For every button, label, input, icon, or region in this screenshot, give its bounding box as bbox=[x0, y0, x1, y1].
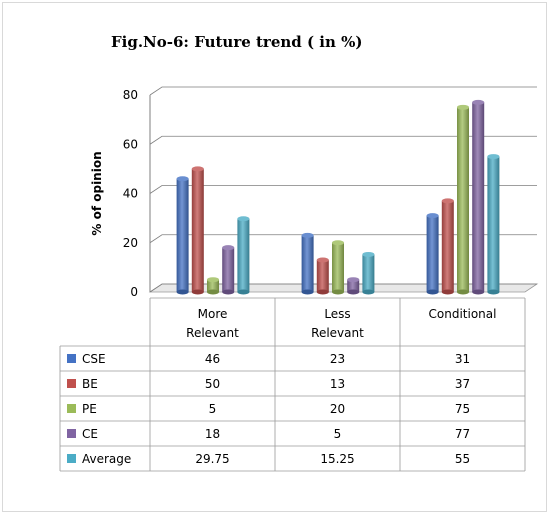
data-label: 29.75 bbox=[195, 452, 229, 466]
category-label: Relevant bbox=[311, 326, 364, 340]
bar bbox=[237, 216, 250, 295]
data-label: 5 bbox=[334, 427, 342, 441]
data-label: 75 bbox=[455, 402, 470, 416]
bar bbox=[362, 251, 375, 295]
data-label: 5 bbox=[209, 402, 217, 416]
legend-swatch bbox=[67, 454, 76, 463]
data-label: 23 bbox=[330, 352, 345, 366]
y-tick-label: 80 bbox=[123, 88, 138, 102]
data-label: 50 bbox=[205, 377, 220, 391]
gridline bbox=[149, 283, 537, 293]
data-label: 46 bbox=[205, 352, 220, 366]
data-label: 55 bbox=[455, 452, 470, 466]
bar bbox=[316, 257, 329, 295]
bar bbox=[347, 277, 360, 295]
gridline bbox=[149, 86, 537, 96]
data-label: 13 bbox=[330, 377, 345, 391]
bar bbox=[176, 176, 189, 295]
bar bbox=[457, 104, 469, 295]
data-label: 15.25 bbox=[320, 452, 354, 466]
gridline bbox=[149, 185, 537, 194]
legend-swatch bbox=[67, 354, 76, 363]
bar bbox=[426, 213, 439, 295]
bar bbox=[301, 232, 314, 295]
bar bbox=[191, 166, 204, 295]
category-label: Conditional bbox=[429, 307, 497, 321]
legend-swatch bbox=[67, 379, 76, 388]
category-label: Relevant bbox=[186, 326, 239, 340]
data-label: 77 bbox=[455, 427, 470, 441]
gridline bbox=[149, 135, 537, 145]
y-tick-label: 20 bbox=[123, 236, 138, 250]
bar bbox=[332, 240, 344, 295]
y-tick-label: 60 bbox=[123, 137, 138, 151]
legend-swatch bbox=[67, 429, 76, 438]
legend-label: CE bbox=[82, 427, 98, 441]
bar bbox=[487, 154, 500, 295]
legend-label: PE bbox=[82, 402, 97, 416]
data-label: 20 bbox=[330, 402, 345, 416]
bar bbox=[441, 198, 454, 295]
y-axis-title: % of opinion bbox=[90, 151, 104, 235]
legend-label: BE bbox=[82, 377, 98, 391]
data-label: 18 bbox=[205, 427, 220, 441]
y-tick-label: 40 bbox=[123, 187, 138, 201]
category-label: Less bbox=[324, 307, 350, 321]
data-label: 31 bbox=[455, 352, 470, 366]
y-tick-label: 0 bbox=[130, 285, 138, 299]
bar bbox=[472, 99, 485, 295]
legend-swatch bbox=[67, 404, 76, 413]
chart-title: Fig.No-6: Future trend ( in %) bbox=[111, 33, 363, 51]
legend-label: CSE bbox=[82, 352, 106, 366]
gridline bbox=[149, 234, 537, 244]
legend-label: Average bbox=[82, 452, 131, 466]
bar bbox=[222, 245, 235, 295]
category-label: More bbox=[198, 307, 228, 321]
data-label: 37 bbox=[455, 377, 470, 391]
bar bbox=[207, 277, 219, 295]
